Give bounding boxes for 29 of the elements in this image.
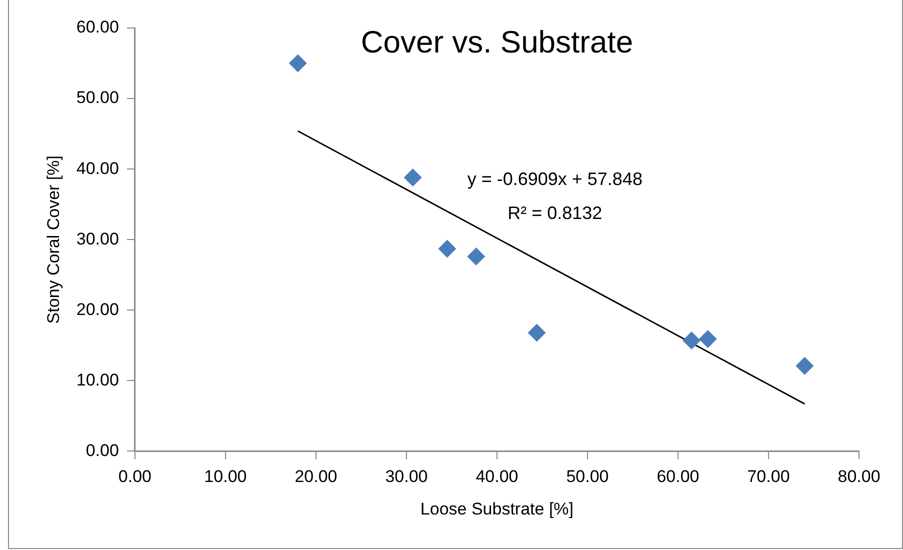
- y-axis-title: Stony Coral Cover [%]: [44, 156, 63, 324]
- chart-title: Cover vs. Substrate: [360, 24, 634, 60]
- y-tick-label: 60.00: [76, 18, 119, 37]
- y-tick-label: 10.00: [76, 370, 119, 390]
- annotation: R² = 0.8132: [508, 202, 602, 223]
- point: [528, 324, 546, 342]
- y-tick-label: 50.00: [76, 88, 119, 108]
- x-tick-label: 70.00: [747, 467, 790, 486]
- y-tick-label: 30.00: [76, 229, 119, 248]
- point: [796, 356, 814, 375]
- y-tick-label: 20.00: [76, 300, 119, 319]
- y-tick-label: 40.00: [76, 158, 119, 178]
- x-tick-label: 20.00: [294, 467, 338, 486]
- x-tick-label: 10.00: [204, 467, 247, 486]
- x-tick-label: 80.00: [838, 467, 880, 486]
- x-tick-label: 40.00: [476, 467, 518, 486]
- annotation: y = -0.6909x + 57.848: [467, 168, 642, 189]
- point: [288, 54, 307, 72]
- x-tick-label: 30.00: [385, 467, 428, 486]
- x-tick-label: 50.00: [566, 467, 609, 486]
- x-axis-title: Loose Substrate [%]: [420, 499, 574, 518]
- x-tick-label: 0.00: [118, 467, 152, 486]
- y-tick-label: 0.00: [86, 440, 119, 460]
- point: [467, 248, 486, 266]
- x-tick-label: 60.00: [656, 467, 700, 486]
- point: [682, 331, 701, 350]
- point: [698, 330, 717, 348]
- point: [404, 168, 422, 187]
- point: [438, 240, 456, 258]
